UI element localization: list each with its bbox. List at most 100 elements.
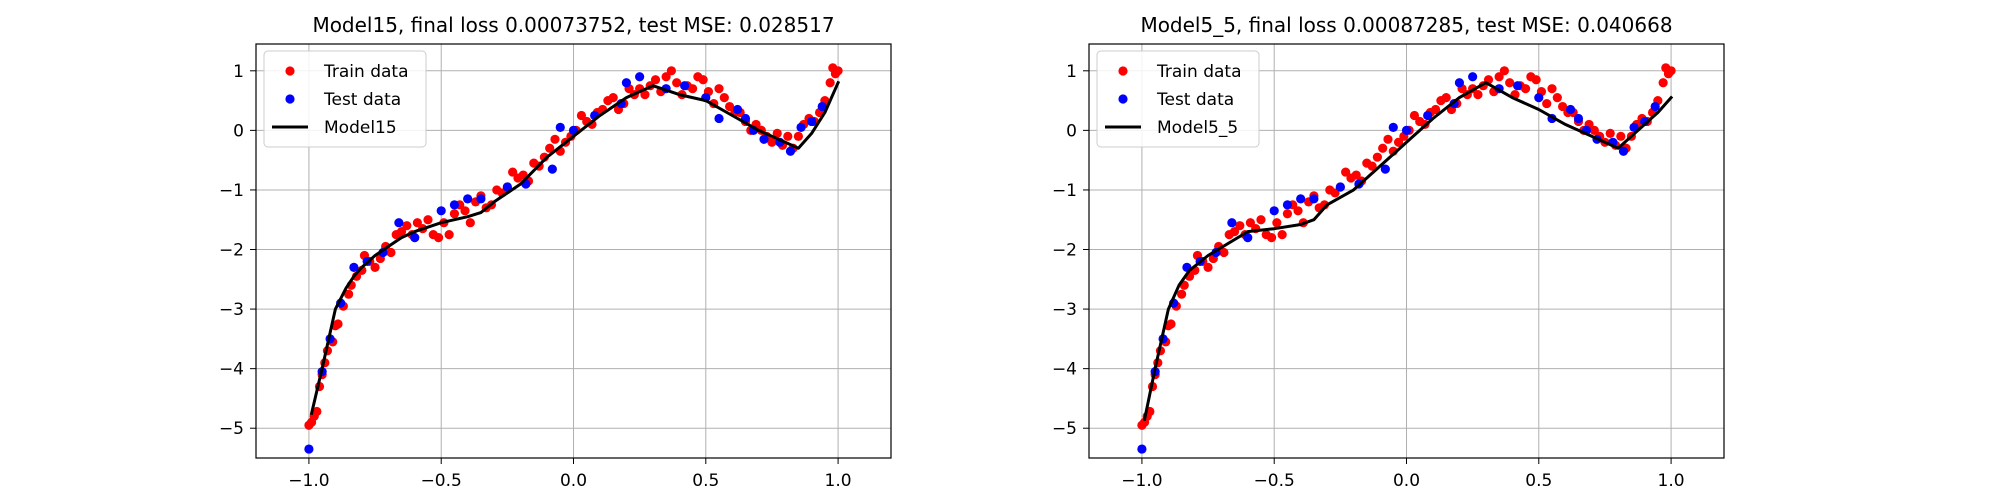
train-point bbox=[650, 75, 661, 85]
test-point bbox=[463, 194, 473, 204]
x-tick-label: −1.0 bbox=[288, 471, 329, 491]
train-point bbox=[687, 84, 698, 94]
test-point bbox=[449, 200, 460, 210]
y-tick-label: −5 bbox=[1052, 419, 1077, 439]
test-point bbox=[785, 146, 796, 156]
train-point bbox=[672, 78, 682, 88]
train-point bbox=[344, 289, 354, 299]
legend-label: Model5_5 bbox=[1157, 118, 1238, 138]
train-point bbox=[698, 75, 708, 85]
legend-label: Train data bbox=[1156, 62, 1242, 82]
test-point bbox=[621, 78, 632, 88]
train-point bbox=[608, 93, 618, 103]
test-point bbox=[1401, 125, 1412, 135]
train-point bbox=[1166, 319, 1176, 329]
y-tick-label: 1 bbox=[233, 62, 244, 82]
test-point bbox=[502, 182, 512, 192]
x-tick-label: −0.5 bbox=[1254, 471, 1295, 491]
test-point bbox=[1388, 122, 1398, 132]
train-point bbox=[1229, 227, 1240, 237]
test-point bbox=[547, 164, 557, 174]
legend-label: Test data bbox=[1156, 90, 1234, 110]
train-point bbox=[449, 209, 460, 219]
train-point bbox=[1505, 78, 1515, 88]
train-point bbox=[1219, 247, 1229, 258]
test-point bbox=[807, 116, 817, 127]
chart-title: Model5_5, final loss 0.00087285, test MS… bbox=[1140, 13, 1672, 37]
train-point bbox=[1431, 104, 1441, 115]
y-tick-label: −4 bbox=[1052, 360, 1077, 380]
test-point bbox=[1335, 182, 1345, 192]
y-tick-label: 0 bbox=[233, 121, 244, 141]
train-point bbox=[1293, 206, 1303, 216]
train-point bbox=[1351, 170, 1361, 180]
x-tick-label: −1.0 bbox=[1121, 471, 1162, 491]
train-point bbox=[714, 84, 724, 94]
test-point bbox=[1513, 81, 1523, 91]
test-point bbox=[1282, 200, 1293, 210]
train-point bbox=[433, 232, 444, 243]
test-point bbox=[1565, 104, 1576, 115]
x-tick-label: 0.5 bbox=[692, 471, 719, 491]
train-point bbox=[333, 319, 343, 329]
train-point bbox=[1378, 143, 1388, 153]
train-point bbox=[640, 90, 650, 100]
train-point bbox=[460, 206, 470, 216]
legend-label: Train data bbox=[323, 62, 409, 82]
chart-title: Model15, final loss 0.00073752, test MSE… bbox=[312, 13, 834, 37]
train-point bbox=[444, 230, 454, 240]
right-chart-panel: −1.0 −0.5 0.0 0.5 1.0 1 0 −1 −2 −3 −4 −5 Model5_5, f… bbox=[1052, 13, 1725, 491]
train-point bbox=[1409, 110, 1420, 121]
train-point bbox=[1372, 152, 1382, 162]
train-point bbox=[386, 247, 396, 258]
legend-box bbox=[1096, 50, 1260, 148]
train-point bbox=[1277, 230, 1287, 240]
train-point bbox=[1235, 221, 1245, 231]
train-point bbox=[1245, 218, 1255, 228]
left-chart-panel: −1.0 −0.5 0.0 0.5 1.0 1 0 −1 −2 −3 −4 −5 Model15, fi… bbox=[219, 13, 892, 491]
test-point bbox=[1269, 206, 1279, 216]
test-point bbox=[436, 206, 446, 216]
test-point bbox=[1650, 101, 1660, 112]
train-point bbox=[412, 218, 422, 228]
train-point bbox=[1177, 289, 1187, 299]
test-point bbox=[635, 72, 645, 82]
x-tick-label: 1.0 bbox=[825, 471, 852, 491]
test-point bbox=[680, 81, 690, 91]
test-point bbox=[1618, 146, 1629, 156]
model-line bbox=[1142, 81, 1674, 422]
x-tick-label: 1.0 bbox=[1658, 471, 1685, 491]
train-point bbox=[1494, 72, 1504, 82]
train-point bbox=[1330, 188, 1340, 198]
y-tick-label: 1 bbox=[1066, 62, 1077, 82]
legend-test-marker bbox=[1118, 94, 1128, 104]
x-tick-label: −0.5 bbox=[421, 471, 462, 491]
train-point bbox=[1473, 90, 1483, 100]
train-point bbox=[833, 66, 843, 76]
train-point bbox=[719, 93, 729, 103]
y-tick-label: −3 bbox=[1052, 300, 1077, 320]
train-point bbox=[1499, 66, 1509, 76]
y-tick-label: −4 bbox=[219, 360, 244, 380]
train-point bbox=[1605, 128, 1615, 138]
train-point bbox=[1256, 215, 1266, 225]
test-point bbox=[1468, 72, 1478, 82]
train-point bbox=[825, 78, 835, 88]
train-point bbox=[1589, 125, 1599, 135]
test-point bbox=[1243, 232, 1253, 243]
train-point bbox=[661, 72, 671, 82]
train-point bbox=[1531, 75, 1541, 85]
train-point bbox=[1547, 84, 1557, 94]
legend-label: Model15 bbox=[324, 118, 397, 138]
train-point bbox=[1520, 84, 1531, 94]
y-tick-label: 0 bbox=[1066, 121, 1077, 141]
train-point bbox=[1367, 161, 1377, 171]
train-point bbox=[725, 101, 735, 112]
train-point bbox=[576, 110, 587, 121]
y-tick-label: −1 bbox=[1052, 181, 1077, 201]
train-point bbox=[402, 221, 412, 231]
train-point bbox=[1266, 232, 1277, 243]
test-point bbox=[410, 232, 420, 243]
test-point bbox=[714, 113, 724, 124]
